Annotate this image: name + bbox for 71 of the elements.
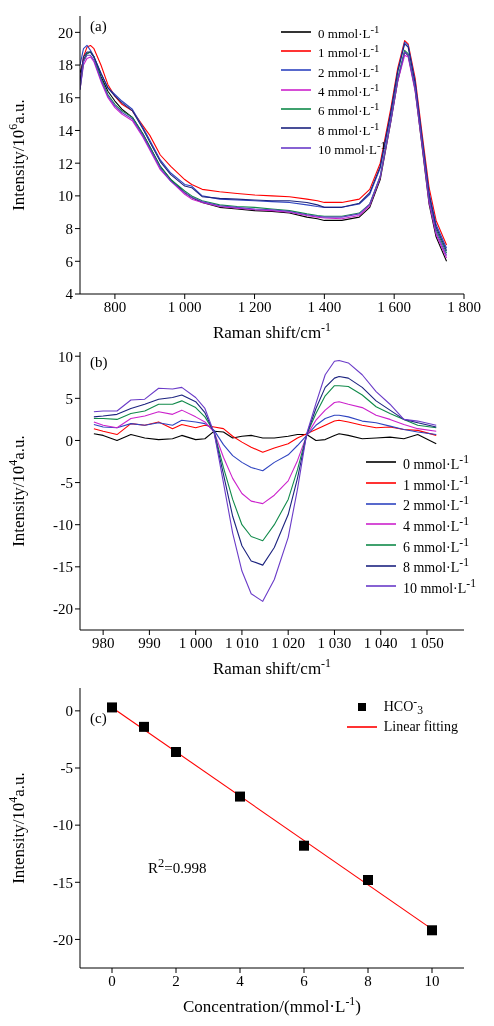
legend-label: 6 mmol·L$^{-1}$ [318,99,380,119]
point [171,747,181,757]
x-tick-label: 0 [108,972,116,989]
x-tick-label: 1 050 [410,634,444,651]
legend-label: 1 mmol·L$^{-1}$ [402,472,469,494]
point [139,721,149,732]
legend-label: 4 mmol·L$^{-1}$ [318,80,380,100]
legend-label: 8 mmol·L$^{-1}$ [402,555,469,577]
point [235,791,245,802]
line-series [93,419,437,453]
x-tick-label: 4 [236,972,245,989]
x-tick-label: 1 000 [178,634,213,651]
legend-label: Linear fitting [383,719,458,736]
legend-label: 0 mmol·L$^{-1}$ [318,22,380,42]
x-tick-label: 1 400 [307,298,342,315]
y-tick-label: 20 [58,24,73,41]
x-tick-label: 1 000 [167,298,202,315]
x-tick-label: 1 010 [225,634,259,651]
x-axis-title: Concentration/(mmol·L$^{-1}$) [183,994,361,1016]
y-tick-label: 12 [58,155,73,172]
y-tick-label: 10 [58,188,73,205]
annotation: R$^{2}$=0.998 [148,856,207,877]
line-series [93,430,437,445]
y-tick-label: -15 [53,874,73,891]
annotation: (c) [90,710,107,727]
legend-label: 2 mmol·L$^{-1}$ [318,60,380,80]
x-tick-label: 990 [138,634,161,651]
y-tick-label: 0 [65,432,73,449]
point [299,840,309,851]
y-tick-label: -5 [60,474,73,491]
y-tick-label: -5 [60,760,73,777]
x-tick-label: 1 800 [447,298,481,315]
x-tick-label: 10 [424,972,440,989]
y-tick-label: 4 [65,286,74,303]
x-axis-title: Raman shift/cm$^{-1}$ [212,656,332,678]
y-tick-label: -15 [53,559,73,576]
point [363,875,373,885]
legend-label: 1 mmol·L$^{-1}$ [318,41,380,61]
legend-label: 2 mmol·L$^{-1}$ [402,493,469,515]
x-tick-label: 1 040 [363,634,398,651]
y-tick-label: 10 [58,348,73,365]
legend-label: 4 mmol·L$^{-1}$ [402,514,469,535]
y-tick-label: 18 [58,57,73,74]
y-tick-label: 0 [65,703,73,720]
x-tick-label: 6 [300,972,309,989]
x-tick-label: 1 200 [237,298,272,315]
y-tick-label: 14 [58,122,74,139]
x-tick-label: 8 [364,972,372,989]
x-tick-label: 980 [91,634,115,651]
point [427,925,437,936]
y-tick-label: -10 [53,817,73,834]
legend-label: 10 mmol·L$^{-1}$ [402,576,476,597]
point [107,702,117,713]
legend-label: 8 mmol·L$^{-1}$ [318,118,380,138]
annotation: (a) [90,18,107,35]
y-tick-label: 6 [65,253,74,270]
y-tick-label: 8 [65,220,73,237]
x-tick-label: 2 [172,972,180,989]
legend-label: 0 mmol·L$^{-1}$ [402,452,469,473]
x-tick-label: 1 030 [317,634,352,651]
legend-label: 6 mmol·L$^{-1}$ [402,534,469,556]
y-tick-label: 16 [58,90,74,107]
y-tick-label: -20 [53,601,73,618]
x-tick-label: 1 020 [271,634,306,651]
x-tick-label: 1 600 [377,298,412,315]
annotation: (b) [90,354,108,371]
y-tick-label: -20 [53,931,73,948]
y-tick-label: -10 [53,517,73,534]
x-axis-title: Raman shift/cm$^{-1}$ [212,320,332,342]
x-tick-label: 800 [103,298,127,315]
y-tick-label: 5 [65,390,73,407]
